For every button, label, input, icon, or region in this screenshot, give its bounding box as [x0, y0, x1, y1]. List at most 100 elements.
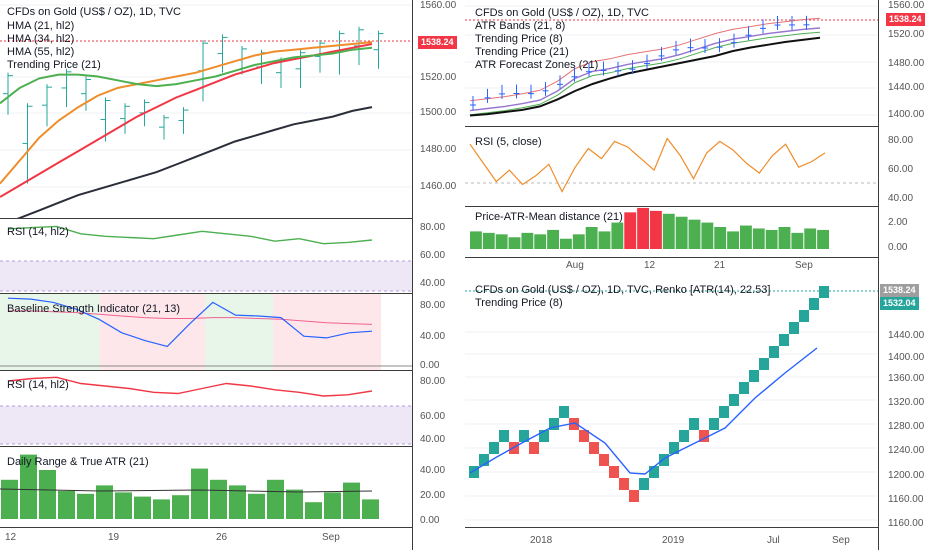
renko-brick: [519, 430, 529, 442]
true-atr-line: [0, 488, 373, 493]
left-range-chart: [0, 454, 379, 519]
trending-21: [469, 36, 821, 117]
pane-separator: [0, 370, 412, 371]
range-title: Daily Range & True ATR (21): [7, 456, 149, 468]
renko-brick: [689, 418, 699, 430]
dist-bar: [765, 229, 778, 249]
range-bar: [229, 485, 246, 519]
range-bar: [305, 502, 322, 519]
renko-brick: [819, 286, 829, 298]
br-renko-pane[interactable]: CFDs on Gold (US$ / OZ), 1D, TVC, Renko …: [465, 278, 878, 527]
dist-bar: [637, 207, 649, 249]
series-line-3: [16, 106, 373, 218]
tr-xtick: 12: [644, 260, 656, 271]
br-ytick: 1440.00: [888, 330, 925, 341]
left-ytick: 1500.00: [420, 107, 457, 118]
dist-bar: [470, 231, 482, 249]
renko-brick: [699, 430, 709, 442]
tr-rsi-pane[interactable]: RSI (5, close): [465, 127, 878, 206]
dist-bar: [508, 237, 521, 249]
left-rsi1-pane[interactable]: RSI (14, hl2): [0, 219, 412, 293]
series-line-1: [0, 41, 373, 185]
dist-bar: [534, 234, 547, 249]
left-rsi2-chart: [0, 376, 412, 445]
renko-brick: [739, 382, 749, 394]
renko-brick: [469, 466, 479, 478]
legend-hma-55: HMA (55, hl2): [7, 46, 75, 58]
bsi-title: Baseline Strength Indicator (21, 13): [7, 303, 181, 315]
left-price-pane[interactable]: CFDs on Gold (US$ / OZ), 1D, TVC HMA (21…: [0, 0, 412, 218]
rsi2-title: RSI (14, hl2): [7, 379, 69, 391]
br-ytick: 1320.00: [888, 397, 925, 408]
tr-price-tag: 1538.24: [886, 13, 925, 26]
left-xtick: Sep: [322, 532, 340, 543]
range-bar: [77, 493, 94, 519]
tr-rsi-line: [469, 137, 826, 193]
dist-bar: [598, 231, 611, 249]
pane-separator: [0, 293, 412, 294]
renko-brick: [639, 478, 649, 490]
rsi1-ytick: 40.00: [420, 278, 446, 289]
left-range-pane[interactable]: Daily Range & True ATR (21): [0, 447, 412, 527]
tr-ytick: 1400.00: [888, 109, 925, 120]
right-y-axis-line: [878, 0, 879, 550]
pane-separator: [465, 126, 878, 127]
renko-brick: [589, 442, 599, 454]
tr-xtick: Sep: [795, 260, 813, 271]
legend-trending-21: Trending Price (21): [475, 46, 569, 58]
left-chart-title: CFDs on Gold (US$ / OZ), 1D, TVC: [7, 6, 182, 18]
br-ytick: 1240.00: [888, 445, 925, 456]
renko-brick: [719, 406, 729, 418]
dist-bar: [675, 216, 688, 249]
rsi1-ytick: 60.00: [420, 250, 446, 261]
dist-bar: [727, 231, 739, 249]
tr-ytick: 1560.00: [888, 0, 925, 11]
range-bar: [58, 491, 75, 519]
tr-chart-title: CFDs on Gold (US$ / OZ), 1D, TVC: [475, 7, 650, 19]
left-rsi1-chart: [0, 225, 412, 292]
rsi1-title: RSI (14, hl2): [7, 226, 69, 238]
br-ytick: 1280.00: [888, 421, 925, 432]
left-bsi-pane[interactable]: Baseline Strength Indicator (21, 13): [0, 294, 412, 370]
tr-dist-ytick: 2.00: [888, 217, 908, 228]
tr-rsi-ytick: 80.00: [888, 135, 914, 146]
renko-brick: [779, 334, 789, 346]
tr-price-pane[interactable]: CFDs on Gold (US$ / OZ), 1D, TVC ATR Ban…: [465, 0, 878, 126]
renko-brick: [729, 394, 739, 406]
renko-brick: [789, 322, 799, 334]
atr-upper-band: [469, 17, 821, 102]
br-ytick: 1160.00: [888, 518, 924, 529]
dist-bar: [624, 212, 637, 249]
dist-bar: [611, 222, 624, 249]
renko-brick: [649, 466, 659, 478]
range-ytick: 0.00: [420, 515, 440, 526]
renko-brick: [559, 406, 569, 418]
dist-bar: [662, 213, 675, 249]
tr-dist-title: Price-ATR-Mean distance (21): [475, 211, 623, 223]
br-renko-chart: [465, 286, 878, 521]
range-bar: [267, 479, 284, 519]
range-bar: [191, 468, 208, 519]
renko-brick: [659, 454, 669, 466]
rsi-band: [0, 261, 412, 291]
legend-hma-21: HMA (21, hl2): [7, 20, 75, 32]
renko-brick: [619, 478, 629, 490]
tr-rsi-ytick: 60.00: [888, 164, 914, 175]
legend-hma-34: HMA (34, hl2): [7, 33, 75, 45]
bsi-ytick: 0.00: [420, 360, 440, 371]
tr-ytick: 1440.00: [888, 82, 925, 93]
range-bar: [248, 493, 265, 519]
dist-bar: [521, 232, 534, 249]
legend-trending-8: Trending Price (8): [475, 33, 563, 45]
series-line-2: [0, 46, 373, 105]
range-bar: [134, 496, 151, 519]
tr-dist-pane[interactable]: Price-ATR-Mean distance (21): [465, 207, 878, 257]
tr-ytick: 1480.00: [888, 58, 925, 69]
range-bar: [362, 499, 379, 519]
br-ytick: 1400.00: [888, 352, 925, 363]
dist-bar: [572, 234, 585, 249]
x-axis-line: [0, 527, 412, 528]
renko-brick: [769, 346, 779, 358]
renko-brick: [609, 466, 619, 478]
left-rsi2-pane[interactable]: RSI (14, hl2): [0, 371, 412, 446]
